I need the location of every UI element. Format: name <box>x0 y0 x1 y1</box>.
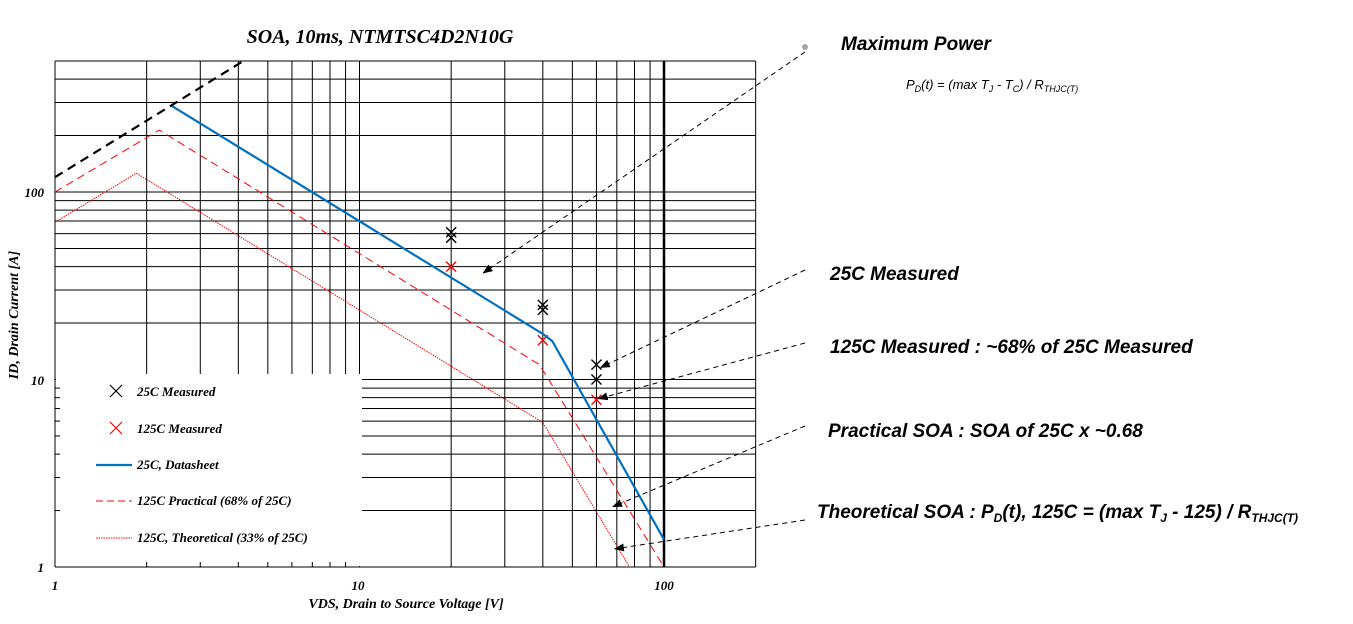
annotation-arrows <box>482 51 806 552</box>
annotation-maximum-power: Maximum Power <box>841 34 991 56</box>
subscript-text: J <box>988 84 994 94</box>
legend: 25C Measured 125C Measured 25C, Datashee… <box>96 384 308 545</box>
annotation-arrow <box>599 269 806 368</box>
annotation-arrow <box>482 51 806 274</box>
legend-item-25c-measured: 25C Measured <box>109 384 216 399</box>
y-tick-label: 10 <box>31 373 45 388</box>
annotation-text: (t) = (max T <box>921 77 989 92</box>
x-axis-label: VDS, Drain to Source Voltage [V] <box>308 597 504 612</box>
chart-title: SOA, 10ms, NTMTSC4D2N10G <box>247 26 514 48</box>
annotation-theoretical-soa: Theoretical SOA : PD(t), 125C = (max TJ … <box>817 502 1298 525</box>
subscript-text: J <box>1160 511 1167 525</box>
series-line <box>54 172 630 568</box>
annotation-text: 25C Measured <box>830 264 959 285</box>
x-marker-icon <box>109 384 123 398</box>
annotation-text: Maximum Power <box>841 34 991 55</box>
annotation-text: - T <box>993 77 1013 92</box>
data-point-marker <box>537 299 549 311</box>
series-line <box>54 129 665 568</box>
legend-background <box>56 374 362 566</box>
annotation-practical-soa: Practical SOA : SOA of 25C x ~0.68 <box>828 421 1143 443</box>
legend-label: 25C Measured <box>136 384 216 399</box>
subscript-text: THJC(T) <box>1251 511 1299 525</box>
data-point-marker <box>537 304 549 316</box>
subscript-text: THJC(T) <box>1043 84 1079 94</box>
axis-ticks <box>54 374 362 568</box>
data-point-marker <box>445 226 457 238</box>
max-power-formula: PD(t) = (max TJ - TC) / RTHJC(T) <box>906 77 1078 94</box>
x-marker-icon <box>109 421 123 435</box>
annotation-arrow <box>597 342 806 401</box>
data-point-marker <box>590 359 602 371</box>
annotation-text: (t), 125C = (max T <box>1002 502 1161 523</box>
data-point-marker <box>590 374 602 385</box>
annotation-125c-measured: 125C Measured : ~68% of 25C Measured <box>830 337 1193 359</box>
x-tick-label: 1 <box>52 578 59 593</box>
annotation-text: 125C Measured : ~68% of 25C Measured <box>830 337 1193 358</box>
annotation-dot <box>802 44 808 50</box>
subscript-text: D <box>993 511 1003 525</box>
subscript-text: C <box>1012 84 1020 94</box>
legend-label: 125C Measured <box>137 421 222 436</box>
data-point-marker <box>445 261 457 273</box>
legend-label: 125C, Theoretical (33% of 25C) <box>137 530 308 545</box>
annotation-text: P <box>906 77 915 92</box>
legend-label: 25C, Datasheet <box>136 457 219 472</box>
annotation-text: ) / R <box>1019 77 1044 92</box>
annotation-arrow <box>612 425 806 508</box>
legend-label: 125C Practical (68% of 25C) <box>137 493 292 508</box>
data-point-marker <box>445 232 457 244</box>
series-line <box>170 104 665 541</box>
y-tick-label: 1 <box>38 560 45 575</box>
y-tick-label: 100 <box>25 185 45 200</box>
y-axis-label: ID, Drain Current [A] <box>7 250 22 380</box>
series-layer <box>54 61 665 568</box>
x-tick-label: 10 <box>352 578 366 593</box>
annotation-25c-measured: 25C Measured <box>830 264 959 286</box>
annotation-text: Theoretical SOA : P <box>817 502 994 523</box>
series-line <box>54 61 243 179</box>
subscript-text: D <box>914 84 922 94</box>
legend-item-25c-datasheet: 25C, Datasheet <box>96 457 219 472</box>
legend-item-125c-measured: 125C Measured <box>109 421 222 436</box>
legend-item-125c-practical: 125C Practical (68% of 25C) <box>96 493 292 508</box>
legend-item-125c-theoretical: 125C, Theoretical (33% of 25C) <box>96 530 308 545</box>
annotation-text: Practical SOA : SOA of 25C x ~0.68 <box>828 421 1143 442</box>
x-tick-label: 100 <box>654 578 674 593</box>
annotation-text: - 125) / R <box>1166 502 1252 523</box>
